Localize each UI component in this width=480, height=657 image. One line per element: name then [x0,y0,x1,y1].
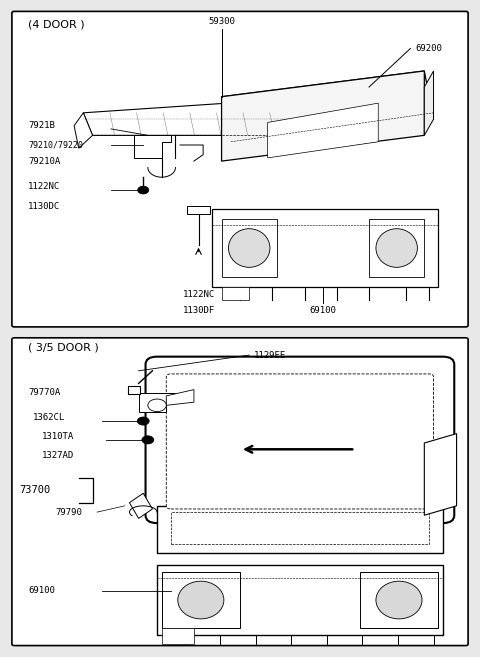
Ellipse shape [178,581,224,619]
Text: 69100: 69100 [28,586,55,595]
Polygon shape [139,393,176,411]
Polygon shape [268,103,378,158]
FancyBboxPatch shape [166,374,433,509]
Polygon shape [424,71,433,135]
FancyBboxPatch shape [187,206,210,214]
Polygon shape [360,572,438,628]
Polygon shape [222,71,433,148]
Polygon shape [134,135,171,158]
Circle shape [142,436,154,444]
Polygon shape [222,71,424,161]
Ellipse shape [376,229,418,267]
Text: 1130DF: 1130DF [182,306,215,315]
Text: 1310TA: 1310TA [42,432,74,442]
Polygon shape [166,390,194,405]
Polygon shape [222,219,277,277]
Polygon shape [162,572,240,628]
Text: 69100: 69100 [310,306,336,315]
Text: 1129EE: 1129EE [254,351,286,359]
Text: 79770A: 79770A [28,388,60,397]
Polygon shape [369,219,424,277]
Text: 1327AD: 1327AD [42,451,74,460]
Text: 1130DC: 1130DC [28,202,60,211]
Text: 73700: 73700 [19,485,50,495]
Polygon shape [130,493,153,518]
FancyBboxPatch shape [12,11,468,327]
Circle shape [148,399,166,411]
Polygon shape [157,506,443,553]
FancyBboxPatch shape [145,357,454,523]
Text: 1122NC: 1122NC [28,183,60,191]
Text: 1362CL: 1362CL [33,413,65,422]
Polygon shape [157,566,443,635]
Text: 79790: 79790 [56,508,83,516]
Text: 59300: 59300 [208,17,235,26]
Polygon shape [222,286,249,300]
Polygon shape [74,113,93,148]
Text: ( 3/5 DOOR ): ( 3/5 DOOR ) [28,342,99,353]
Circle shape [138,186,149,194]
Circle shape [137,417,149,425]
Polygon shape [162,628,194,644]
Polygon shape [212,210,438,286]
Ellipse shape [376,581,422,619]
Polygon shape [424,434,456,515]
Polygon shape [84,97,341,135]
Text: 79210A: 79210A [28,156,60,166]
Ellipse shape [228,229,270,267]
Text: 69200: 69200 [415,44,442,53]
Text: 79210/79220: 79210/79220 [28,141,83,150]
Polygon shape [171,512,429,543]
Text: (4 DOOR ): (4 DOOR ) [28,20,84,30]
Text: 7921B: 7921B [28,121,55,130]
Text: 1122NC: 1122NC [182,290,215,299]
FancyBboxPatch shape [12,338,468,646]
